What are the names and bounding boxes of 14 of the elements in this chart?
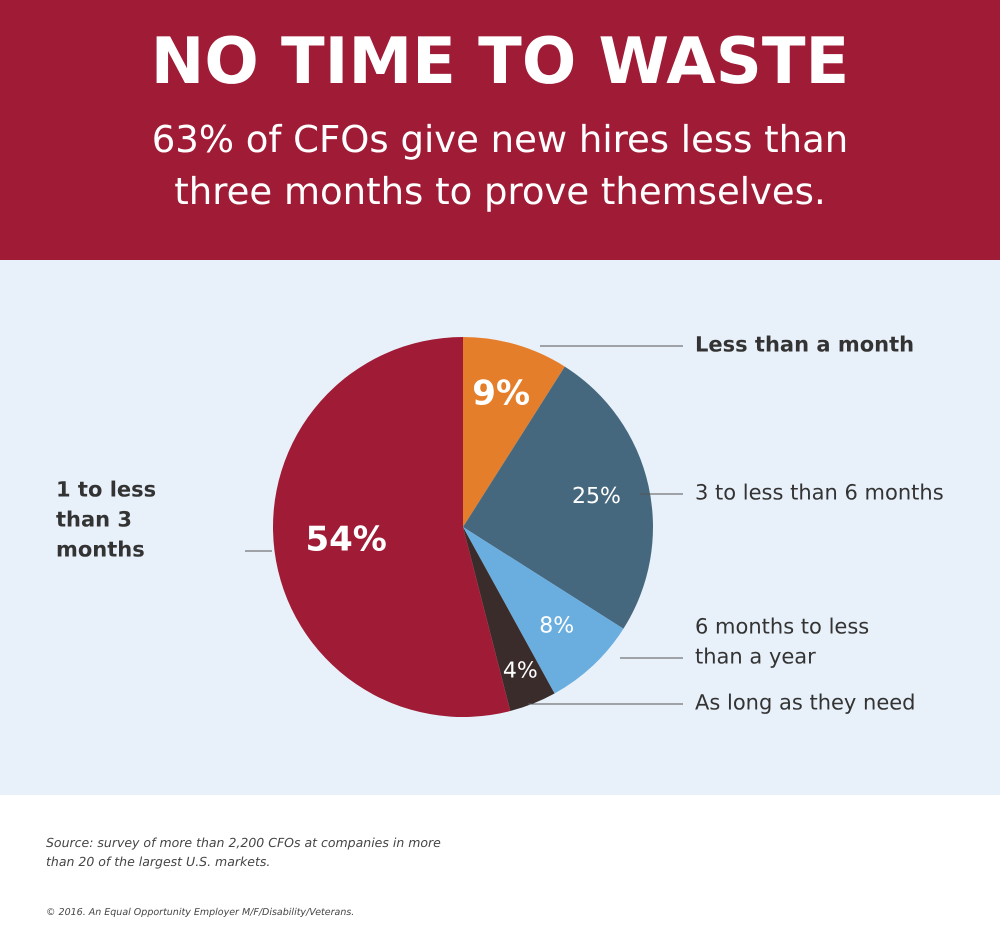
source-note: Source: survey of more than 2,200 CFOs at companies in more than 20 of the largest U.S. markets.	[46, 834, 442, 871]
data-label: 54%	[305, 520, 387, 560]
slice-label: As long as they need	[695, 690, 916, 714]
text: © 2016. An Equal Opportunity Employer M/F/Disability/Veterans.	[46, 907, 354, 918]
slice-label: Less than a month	[695, 332, 914, 356]
slice-label: 6 months to less than a year	[695, 614, 870, 668]
data-label: 4%	[502, 658, 538, 684]
data-label: 25%	[572, 484, 621, 509]
chart-title: NO TIME TO WASTE	[150, 24, 850, 101]
data-label: 9%	[472, 373, 530, 414]
chart-subtitle: 63% of CFOs give new hires less than three months to prove themselves.	[150, 117, 850, 215]
slice-label: 3 to less than 6 months	[695, 480, 944, 504]
data-label: 8%	[539, 613, 574, 638]
slice-label: 1 to less than 3 months	[56, 477, 156, 562]
